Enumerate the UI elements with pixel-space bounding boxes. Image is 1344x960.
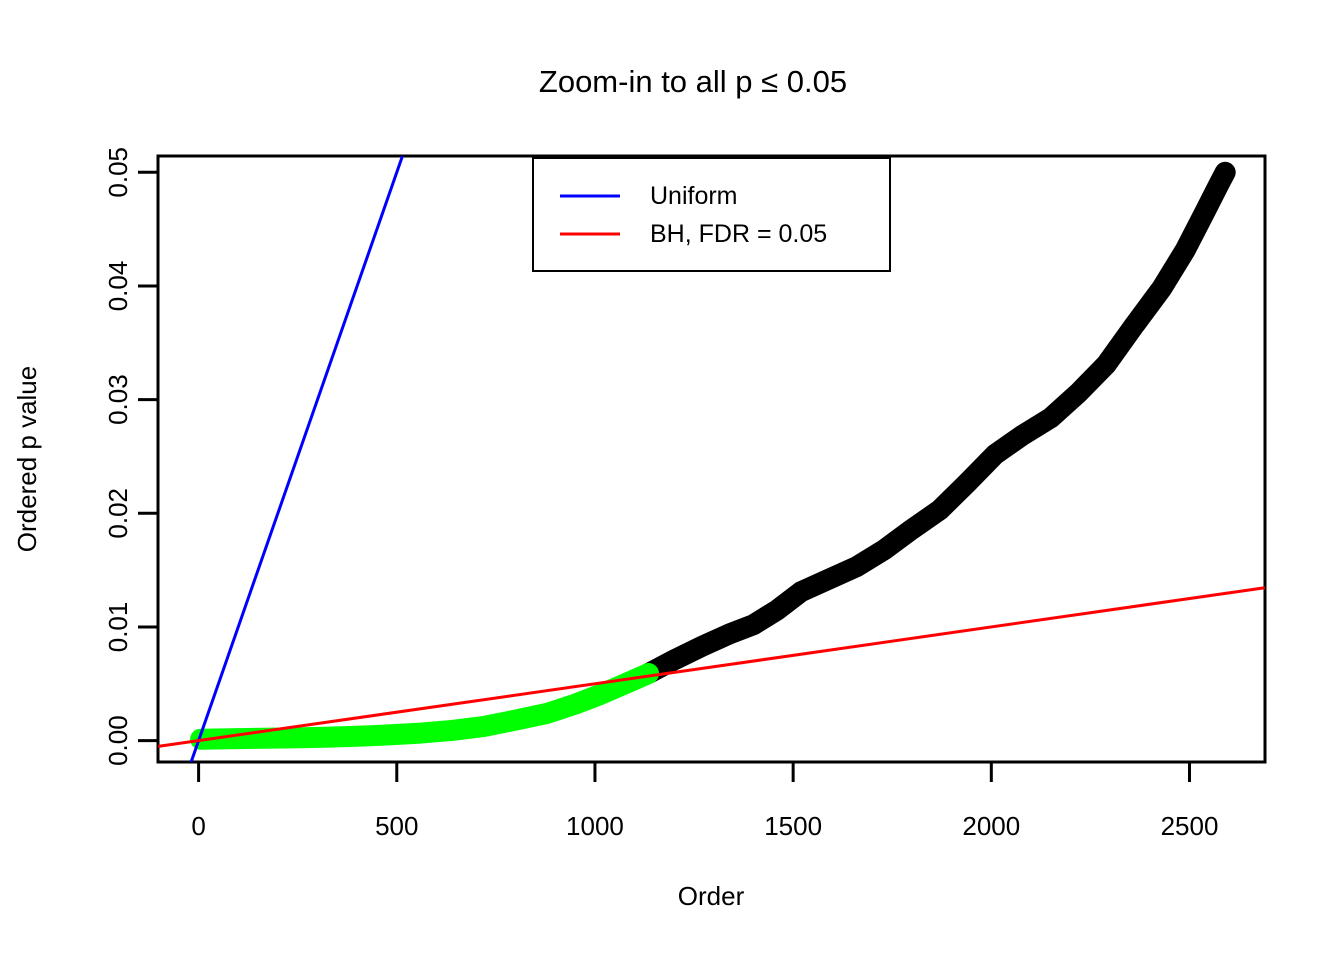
x-tick-label-2500: 2500: [1161, 811, 1219, 841]
series-ordered-p-values-bh-significant: [190, 663, 659, 750]
legend-box: [532, 157, 891, 272]
x-tick-label-500: 500: [375, 811, 418, 841]
x-tick-label-2000: 2000: [962, 811, 1020, 841]
x-tick-label-0: 0: [191, 811, 205, 841]
x-tick-label-1500: 1500: [764, 811, 822, 841]
x-axis-label: Order: [678, 881, 745, 911]
y-tick-label-0.02: 0.02: [103, 488, 133, 539]
plot-title: Zoom-in to all p ≤ 0.05: [539, 64, 847, 99]
ref-line-bh-fdr-0-05: [158, 586, 1265, 748]
y-tick-label-0.04: 0.04: [103, 261, 133, 312]
series-ordered-p-values-not-bh-significant: [638, 161, 1236, 684]
y-tick-label-0.05: 0.05: [103, 147, 133, 198]
y-tick-label-0.03: 0.03: [103, 374, 133, 425]
ref-line-uniform: [189, 156, 405, 762]
legend-label-uniform: Uniform: [650, 182, 738, 210]
y-axis-label: Ordered p value: [12, 366, 42, 552]
reference-lines: [158, 156, 1265, 762]
legend: Uniform BH, FDR = 0.05: [532, 157, 891, 272]
x-tick-label-1000: 1000: [566, 811, 624, 841]
axis-ticks: 0 500 1000 1500 2000 2500 0.00 0.01 0.02 0.03 0.04…: [103, 147, 1218, 841]
y-tick-label-0.00: 0.00: [103, 715, 133, 766]
data-point-curves: [190, 161, 1236, 750]
y-tick-label-0.01: 0.01: [103, 602, 133, 653]
legend-label-bh: BH, FDR = 0.05: [650, 220, 827, 248]
plot-border: [156, 154, 1267, 764]
